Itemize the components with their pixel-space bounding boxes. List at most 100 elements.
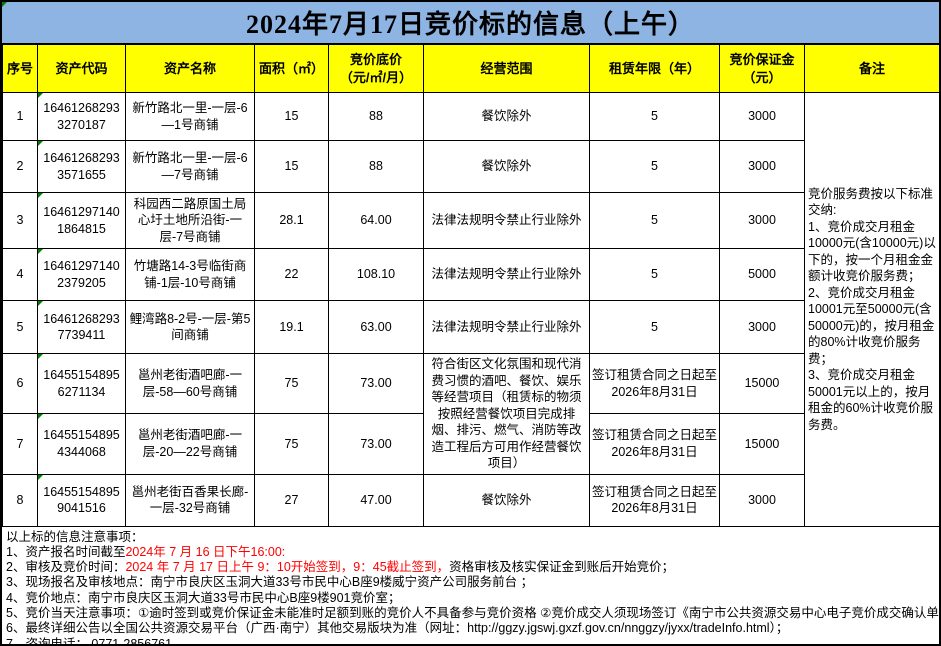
cell-asset-name: 新竹路北一里-一层-6—7号商铺 — [125, 140, 255, 193]
cell-asset-name: 鲤湾路8-2号-一层-第5间商铺 — [125, 300, 255, 354]
cell-area: 28.1 — [254, 192, 329, 249]
bid-info-table: 序号 资产代码 资产名称 面积（㎡） 竞价底价 （元/㎡/月） 经营范围 租赁年… — [2, 44, 940, 527]
note-6: 6、最终详细公告以全国公共资源交易平台（广西·南宁）其他交易版块为准（网址：ht… — [6, 621, 789, 636]
cell-area: 15 — [254, 92, 329, 141]
cell-deposit: 5000 — [719, 248, 805, 301]
cell-business-scope: 餐饮除外 — [423, 473, 590, 527]
table-row: 4 164612971402379205 竹塘路14-3号临街商铺-1层-10号… — [2, 248, 940, 301]
cell-area: 15 — [254, 140, 329, 193]
cell-asset-code: 164612682933270187 — [37, 92, 126, 141]
cell-lease-term: 5 — [589, 300, 720, 354]
cell-corner-flag-icon — [38, 193, 43, 198]
cell-asset-code: 164551548956271134 — [37, 352, 126, 415]
notes-section: 以上标的信息注意事项： 1、资产报名时间截至2024年 7 月 16 日下午16… — [2, 527, 941, 646]
table-row: 6 164551548956271134 邕州老街酒吧廊-一层-58—60号商铺… — [2, 352, 940, 475]
col-header-remark: 备注 — [804, 44, 939, 93]
header-row: 序号 资产代码 资产名称 面积（㎡） 竞价底价 （元/㎡/月） 经营范围 租赁年… — [2, 44, 939, 93]
cell-remark-merged: 竞价服务费按以下标准交纳: 1、竞价成交月租金10000元(含10000元)以下… — [804, 92, 939, 527]
cell-corner-flag-icon — [38, 354, 43, 359]
cell-deposit: 3000 — [719, 192, 805, 249]
col-header-deposit: 竞价保证金 （元） — [719, 44, 805, 93]
cell-lease-term: 5 — [589, 92, 720, 141]
note-1-label: 1、资产报名时间截至 — [6, 544, 126, 559]
table-row: 5 164612682937739411 鲤湾路8-2号-一层-第5间商铺 19… — [2, 300, 940, 354]
col-header-base-price: 竞价底价 （元/㎡/月） — [328, 44, 424, 93]
cell-corner-flag-icon — [38, 475, 43, 480]
note-2-label: 2、审核及竞价时间： — [6, 560, 126, 575]
cell-deposit: 3000 — [719, 300, 805, 354]
col-header-area: 面积（㎡） — [254, 44, 329, 93]
cell-business-scope: 法律法规明令禁止行业除外 — [423, 192, 590, 249]
cell-lease-term: 5 — [589, 192, 720, 249]
cell-area: 27 — [254, 473, 329, 527]
cell-area: 75 — [254, 413, 329, 475]
cell-base-price: 73.00 — [328, 413, 424, 475]
cell-no: 5 — [2, 300, 38, 354]
cell-corner-flag-icon — [38, 414, 43, 420]
cell-asset-code: 164612971402379205 — [37, 248, 126, 301]
cell-business-scope: 餐饮除外 — [423, 140, 590, 193]
cell-no: 3 — [2, 192, 38, 249]
title-bar: 2024年7月17日竞价标的信息（上午） — [2, 2, 939, 44]
cell-business-scope: 法律法规明令禁止行业除外 — [423, 300, 590, 354]
cell-asset-name: 邕州老街酒吧廊-一层-58—60号商铺 — [125, 352, 255, 415]
cell-asset-code: 164551548959041516 — [37, 473, 126, 527]
cell-area: 22 — [254, 248, 329, 301]
cell-asset-name: 邕州老街百香果长廊-一层-32号商铺 — [125, 473, 255, 527]
cell-lease-term: 签订租赁合同之日起至2026年8月31日 — [589, 413, 720, 475]
cell-no: 8 — [2, 473, 38, 527]
note-2-rest: 资格审核及核实保证金到账后开始竞价； — [449, 560, 675, 575]
cell-area: 75 — [254, 352, 329, 415]
table-row: 8 164551548959041516 邕州老街百香果长廊-一层-32号商铺 … — [2, 473, 940, 527]
cell-lease-term: 签订租赁合同之日起至2026年8月31日 — [589, 352, 720, 415]
table-row: 3 164612971401864815 科园西二路原国土局心圩土地所沿街-一层… — [2, 192, 940, 249]
cell-lease-term: 签订租赁合同之日起至2026年8月31日 — [589, 473, 720, 527]
cell-lease-term: 5 — [589, 248, 720, 301]
cell-base-price: 88 — [328, 140, 424, 193]
cell-base-price: 88 — [328, 92, 424, 141]
cell-corner-flag-icon — [2, 2, 7, 7]
cell-corner-flag-icon — [38, 141, 43, 146]
cell-business-scope-merged: 符合街区文化氛围和现代消费习惯的酒吧、餐饮、娱乐等经营项目（租赁标的物须按照经营… — [423, 353, 590, 475]
cell-deposit: 3000 — [719, 92, 805, 141]
cell-no: 1 — [2, 92, 38, 141]
col-header-lease-term: 租赁年限（年） — [589, 44, 720, 93]
page-title: 2024年7月17日竞价标的信息（上午） — [245, 10, 695, 39]
cell-asset-code: 164612682937739411 — [37, 300, 126, 354]
table-row: 7 164551548954344068 邕州老街酒吧廊-一层-20—22号商铺… — [2, 413, 940, 475]
note-4: 4、竞价地点：南宁市良庆区玉洞大道33号市民中心B座9楼901竞价室； — [6, 590, 401, 605]
cell-base-price: 63.00 — [328, 300, 424, 354]
note-1: 1、资产报名时间截至2024年 7 月 16 日下午16:00: — [6, 545, 935, 560]
cell-no: 7 — [2, 413, 38, 475]
cell-business-scope: 餐饮除外 — [423, 92, 590, 141]
cell-deposit: 15000 — [719, 413, 805, 475]
cell-deposit: 15000 — [719, 352, 805, 415]
cell-corner-flag-icon — [38, 249, 43, 254]
col-header-business-scope: 经营范围 — [423, 44, 590, 93]
col-header-asset-name: 资产名称 — [125, 44, 255, 93]
cell-asset-name: 新竹路北一里-一层-6—1号商铺 — [125, 92, 255, 141]
cell-asset-code: 164612682933571655 — [37, 140, 126, 193]
cell-no: 4 — [2, 248, 38, 301]
note-3: 3、现场报名及审核地点：南宁市良庆区玉洞大道33号市民中心B座9楼威宁资产公司服… — [6, 575, 534, 590]
cell-corner-flag-icon — [38, 301, 43, 306]
cell-base-price: 64.00 — [328, 192, 424, 249]
cell-base-price: 108.10 — [328, 248, 424, 301]
cell-base-price: 47.00 — [328, 473, 424, 527]
note-5: 5、竞价当天注意事项：①逾时签到或竞价保证金未能准时足额到账的竞价人不具备参与竞… — [6, 605, 941, 620]
cell-asset-name: 竹塘路14-3号临街商铺-1层-10号商铺 — [125, 248, 255, 301]
cell-deposit: 3000 — [719, 473, 805, 527]
col-header-asset-code: 资产代码 — [37, 44, 126, 93]
cell-corner-flag-icon — [38, 93, 43, 98]
notes-heading: 以上标的信息注意事项： — [6, 529, 144, 544]
table-row: 1 164612682933270187 新竹路北一里-一层-6—1号商铺 15… — [2, 92, 939, 527]
cell-no: 2 — [2, 140, 38, 193]
note-7: 7、咨询电话： 0771-2856761。 — [6, 636, 185, 646]
note-2: 2、审核及竞价时间：2024 年 7 月 17 日上午 9：10开始签到，9：4… — [6, 560, 935, 575]
cell-business-scope: 法律法规明令禁止行业除外 — [423, 248, 590, 301]
cell-lease-term: 5 — [589, 140, 720, 193]
col-header-no: 序号 — [2, 44, 38, 93]
cell-asset-name: 邕州老街酒吧廊-一层-20—22号商铺 — [125, 413, 255, 475]
cell-deposit: 3000 — [719, 140, 805, 193]
